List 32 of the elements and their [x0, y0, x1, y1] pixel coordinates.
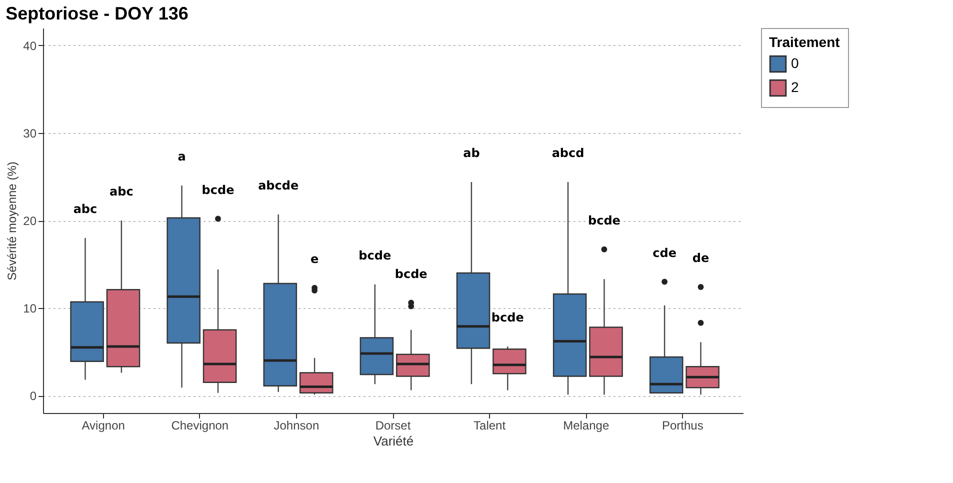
annotation: bcde: [491, 310, 524, 324]
legend-label: 2: [791, 79, 799, 95]
legend-label: 0: [791, 55, 799, 71]
annotation: abcd: [552, 146, 584, 160]
y-axis-title: Sévérité moyenne (%): [5, 162, 20, 280]
x-tick-label: Johnson: [274, 418, 320, 432]
annotation: abc: [73, 202, 98, 216]
y-tick-label: 40: [23, 39, 37, 53]
annotation: cde: [652, 246, 676, 260]
annotation: a: [178, 150, 186, 164]
chart-title: Septoriose - DOY 136: [6, 4, 188, 24]
annotation: abc: [110, 184, 134, 198]
annotation: bcde: [588, 213, 620, 228]
x-tick-label: Porthus: [662, 418, 704, 432]
y-tick-label: 30: [23, 126, 37, 140]
y-tick-label: 10: [23, 302, 37, 316]
x-tick-label: Avignon: [82, 418, 125, 432]
x-tick-label: Melange: [563, 418, 610, 432]
x-axis-title: Variété: [373, 434, 414, 448]
annotation: ab: [463, 146, 480, 160]
annotation: abcde: [258, 178, 299, 192]
annotation: e: [310, 252, 319, 266]
y-tick-label: 20: [23, 214, 37, 228]
x-tick-label: Dorset: [375, 418, 412, 432]
annotation: bcde: [202, 182, 234, 197]
x-tick-label: Talent: [474, 418, 506, 432]
annotation: de: [692, 251, 710, 265]
annotation: bcde: [358, 248, 392, 262]
annotation: bcde: [394, 266, 428, 281]
y-tick-label: 0: [30, 389, 37, 403]
legend-title: Traitement: [769, 34, 840, 50]
x-tick-label: Chevignon: [171, 418, 229, 432]
